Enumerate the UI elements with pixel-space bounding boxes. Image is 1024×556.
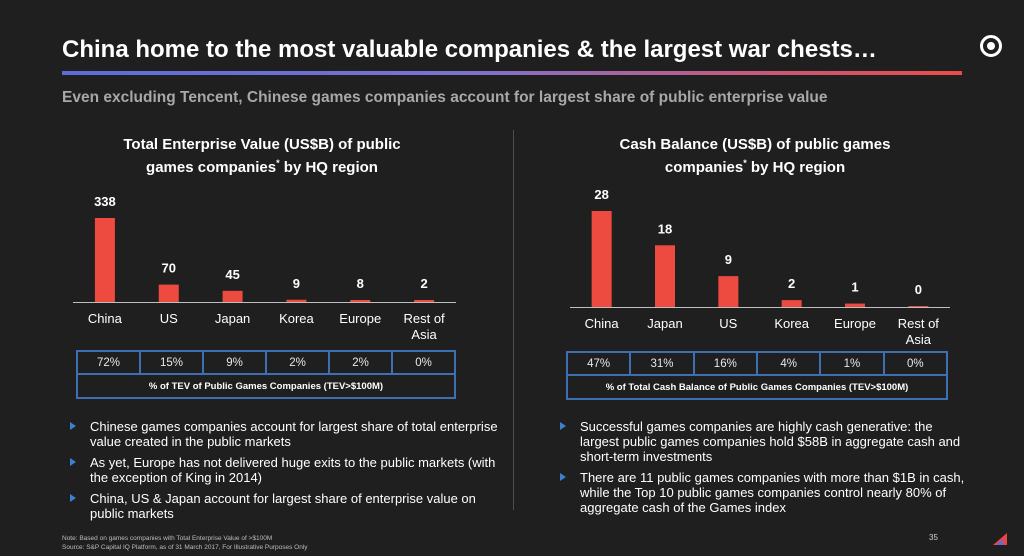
right-category-label-5: Rest of	[898, 316, 940, 331]
left-value-label-2: 45	[225, 267, 239, 282]
left-category-label-5: Rest of	[403, 311, 445, 326]
left-chart-title: Total Enterprise Value (US$B) of public …	[70, 136, 454, 177]
right-bullet-list: Successful games companies are highly ca…	[552, 419, 972, 521]
right-chart-title: Cash Balance (US$B) of public games comp…	[560, 136, 950, 177]
left-bullet-text: Chinese games companies account for larg…	[90, 419, 498, 449]
right-value-label-0: 28	[594, 187, 608, 202]
left-chart-title-footnote-mark: *	[276, 158, 280, 168]
left-share-cell-1: 15%	[141, 352, 204, 373]
triangle-bullet-icon	[70, 422, 76, 430]
right-bullet-text: There are 11 public games companies with…	[580, 470, 965, 515]
left-chart-title-line2: games companies	[146, 159, 277, 176]
column-divider	[513, 130, 514, 510]
left-category-label-1: US	[160, 311, 178, 326]
left-share-cell-3: 2%	[267, 352, 330, 373]
left-category-label-3: Korea	[279, 311, 314, 326]
right-share-row: 47% 31% 16% 4% 1% 0%	[568, 353, 946, 376]
right-chart-title-line2-end: by HQ region	[746, 159, 846, 176]
left-bullet-item: China, US & Japan account for largest sh…	[62, 491, 502, 521]
triangle-bullet-icon	[560, 473, 566, 481]
left-category-label-2: Japan	[215, 311, 250, 326]
right-bullet-text: Successful games companies are highly ca…	[580, 419, 961, 464]
left-value-label-5: 2	[420, 276, 427, 291]
left-bullet-item: As yet, Europe has not delivered huge ex…	[62, 455, 502, 485]
right-share-table: 47% 31% 16% 4% 1% 0% % of Total Cash Balance …	[566, 351, 948, 400]
right-bar-1	[655, 245, 675, 307]
right-category-label-0: China	[585, 316, 620, 331]
right-share-cell-5: 0%	[906, 357, 924, 370]
right-category-label-2: US	[719, 316, 737, 331]
page-title: China home to the most valuable companie…	[62, 36, 877, 63]
right-share-cell-3: 4%	[758, 353, 822, 374]
right-bar-2	[718, 276, 739, 307]
left-bar-1	[158, 284, 179, 302]
right-bullet-item: There are 11 public games companies with…	[552, 470, 972, 515]
left-share-cell-5: 0%	[415, 356, 432, 369]
right-bar-chart: 28 China 18 Japan 9 US 2 Korea 1 Europe 0 Rest ofAs…	[570, 187, 950, 347]
title-gradient-rule	[62, 71, 962, 75]
circle-target-icon	[980, 35, 1002, 57]
right-chart-title-line1: Cash Balance (US$B) of public games	[619, 136, 891, 153]
red-triangle-logo-icon	[993, 533, 1007, 545]
left-bullet-text: As yet, Europe has not delivered huge ex…	[90, 455, 496, 485]
triangle-bullet-icon	[70, 458, 76, 466]
left-bullet-list: Chinese games companies account for larg…	[62, 419, 502, 527]
left-share-cell-0: 72%	[78, 352, 141, 373]
left-share-caption: % of TEV of Public Games Companies (TEV>…	[148, 380, 384, 392]
left-bar-4	[350, 300, 371, 302]
left-category-label-0: China	[88, 311, 123, 326]
left-category-label-4: Europe	[339, 311, 381, 326]
left-value-label-4: 8	[357, 276, 364, 291]
right-value-label-1: 18	[658, 221, 672, 236]
right-bar-0	[591, 211, 612, 307]
page-subtitle: Even excluding Tencent, Chinese games co…	[62, 89, 828, 106]
left-value-label-3: 9	[293, 276, 300, 291]
right-value-label-3: 2	[788, 276, 795, 291]
left-share-row: 72% 15% 9% 2% 2% 0%	[78, 352, 454, 375]
right-chart-title-line2: companies	[664, 159, 744, 176]
left-share-cell-4: 2%	[330, 352, 393, 373]
right-bar-3	[781, 300, 802, 307]
right-value-label-5: 0	[915, 282, 922, 297]
page-number: 35	[929, 533, 938, 542]
right-bar-4	[845, 303, 865, 307]
left-chart-title-line2-end: by HQ region	[279, 159, 378, 176]
left-share-cell-2: 9%	[204, 352, 267, 373]
triangle-bullet-icon	[70, 494, 76, 502]
footnote: Note: Based on games companies with Tota…	[62, 534, 308, 552]
left-bullet-item: Chinese games companies account for larg…	[62, 419, 502, 449]
right-share-caption: % of Total Cash Balance of Public Games …	[605, 381, 909, 393]
right-category-label-3: Korea	[774, 316, 809, 331]
left-chart-title-line1: Total Enterprise Value (US$B) of public	[123, 136, 401, 153]
right-share-cell-2: 16%	[695, 353, 758, 374]
right-chart-title-footnote-mark: *	[743, 158, 747, 168]
left-value-label-0: 338	[94, 194, 116, 209]
right-share-cell-0: 47%	[568, 353, 632, 374]
left-value-label-1: 70	[162, 261, 176, 276]
right-category-label-4: Europe	[834, 316, 876, 331]
right-category-label-1: Japan	[647, 316, 682, 331]
right-share-cell-4: 1%	[821, 353, 885, 374]
right-share-cell-1: 31%	[631, 353, 695, 374]
left-share-table: 72% 15% 9% 2% 2% 0% % of TEV of Public Games …	[76, 350, 456, 399]
left-bar-0	[94, 218, 115, 302]
left-bullet-text: China, US & Japan account for largest sh…	[90, 491, 476, 521]
right-bar-5	[908, 306, 929, 307]
triangle-bullet-icon	[560, 422, 566, 430]
right-value-label-4: 1	[851, 280, 858, 295]
left-bar-2	[222, 290, 243, 302]
left-bar-chart: 338 China 70 US 45 Japan 9 Korea 8 Europe 2 Rest of…	[73, 194, 456, 342]
left-bar-5	[414, 300, 435, 302]
right-bullet-item: Successful games companies are highly ca…	[552, 419, 972, 464]
footnote-source: Source: S&P Capital IQ Platform, as of 3…	[62, 544, 308, 551]
left-category-label-5: Asia	[411, 327, 437, 342]
left-bar-3	[286, 299, 307, 302]
footnote-note: Note: Based on games companies with Tota…	[62, 535, 273, 542]
right-value-label-2: 9	[725, 252, 732, 267]
right-category-label-5: Asia	[906, 332, 932, 347]
